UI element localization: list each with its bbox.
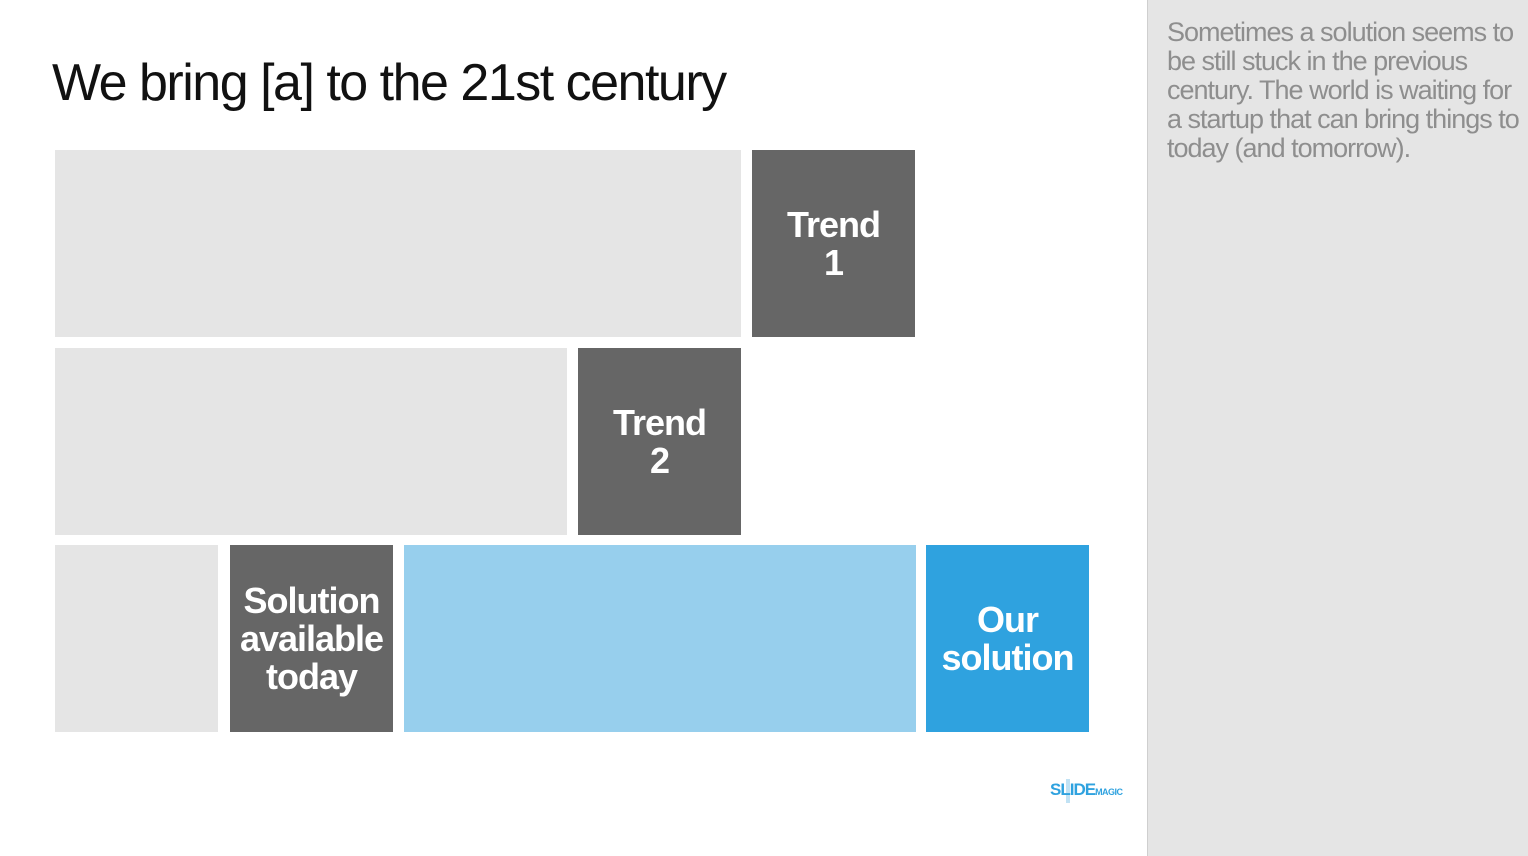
trend1-bar — [55, 150, 741, 337]
trend2-label: Trend 2 — [612, 401, 707, 481]
our-solution-label: Our solution — [941, 598, 1075, 678]
slidemagic-logo: SLIDEMAGIC — [1048, 776, 1123, 804]
solution-available-bar — [55, 545, 218, 732]
logo-text-small: MAGIC — [1095, 787, 1123, 797]
slide-canvas: We bring [a] to the 21st century Trend 1… — [52, 54, 1124, 804]
speaker-notes-panel: Sometimes a solution seems to be still s… — [1147, 0, 1528, 856]
logo-text-main: SLIDE — [1050, 780, 1096, 799]
trend1-box: Trend 1 — [752, 150, 915, 337]
our-solution-box: Our solution — [926, 545, 1089, 732]
our-solution-bar — [404, 545, 916, 732]
trend1-label: Trend 1 — [786, 203, 881, 283]
trend2-box: Trend 2 — [578, 348, 741, 535]
slide-title: We bring [a] to the 21st century — [52, 54, 727, 112]
solution-available-label: Solution available today — [239, 579, 384, 697]
speaker-notes-text: Sometimes a solution seems to be still s… — [1167, 17, 1520, 163]
solution-available-box: Solution available today — [230, 545, 393, 732]
logo-text: SLIDEMAGIC — [1050, 780, 1123, 800]
trend2-bar — [55, 348, 567, 535]
logo-bar — [1066, 779, 1070, 803]
